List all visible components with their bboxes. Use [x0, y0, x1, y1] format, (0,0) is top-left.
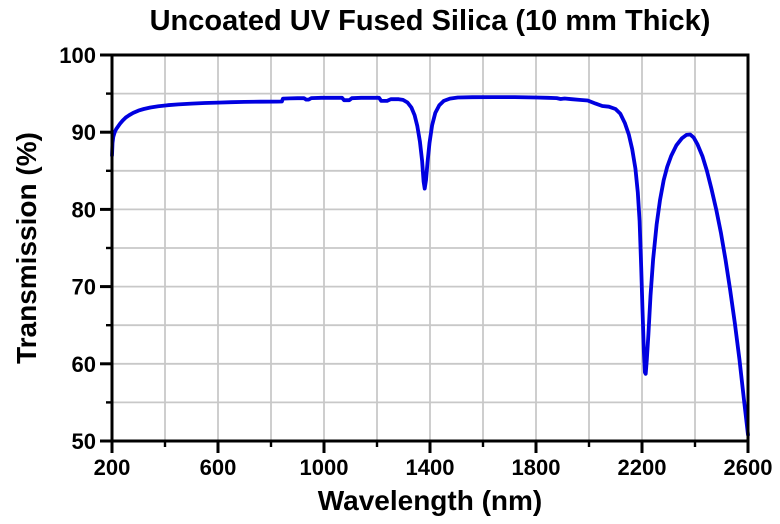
- x-tick-label: 2200: [618, 455, 667, 480]
- x-axis-label: Wavelength (nm): [317, 485, 543, 516]
- x-tick-label: 1400: [406, 455, 455, 480]
- y-tick-label: 60: [72, 352, 96, 377]
- y-tick-label: 80: [72, 197, 96, 222]
- y-tick-label: 70: [72, 275, 96, 300]
- chart-title: Uncoated UV Fused Silica (10 mm Thick): [149, 5, 711, 37]
- tick-labels: 200 600 1000 1400 1800 2200 2600 50 60 70 80 90 100: [59, 43, 772, 480]
- y-tick-label: 90: [72, 120, 96, 145]
- x-tick-label: 1000: [300, 455, 349, 480]
- x-tick-label: 2600: [724, 455, 773, 480]
- axis-ticks: [100, 53, 750, 453]
- x-tick-label: 200: [94, 455, 131, 480]
- transmission-curve: [110, 95, 750, 437]
- x-tick-label: 600: [200, 455, 237, 480]
- y-tick-label: 50: [72, 429, 96, 454]
- x-tick-label: 1800: [512, 455, 561, 480]
- y-tick-label: 100: [59, 43, 96, 68]
